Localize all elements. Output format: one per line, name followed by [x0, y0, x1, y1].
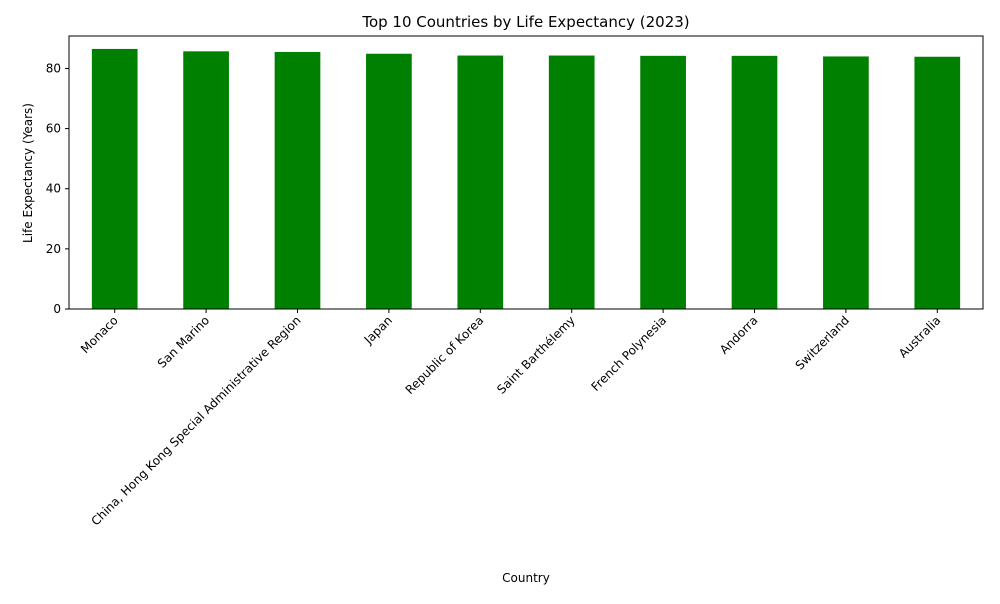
y-tick-label: 20 — [46, 242, 61, 256]
x-tick-label: French Polynesia — [588, 313, 669, 394]
bar-japan — [366, 53, 412, 309]
bar-saint-barth-lemy — [548, 55, 595, 309]
x-tick-label: Saint Barthélemy — [494, 313, 578, 397]
x-tick-label: China, Hong Kong Special Administrative … — [88, 313, 303, 528]
x-tick-label: Republic of Korea — [403, 313, 487, 397]
bar-australia — [914, 56, 961, 309]
bar-monaco — [91, 48, 138, 310]
bar-andorra — [731, 55, 778, 310]
bars-group — [91, 48, 961, 310]
bar-san-marino — [183, 51, 229, 309]
y-axis-label: Life Expectancy (Years) — [21, 103, 35, 243]
bar-switzerland — [823, 56, 869, 309]
bar-republic-of-korea — [457, 55, 504, 309]
bar-china-hong-kong-special-administrative-region — [274, 51, 321, 309]
x-tick-label: San Marino — [155, 313, 212, 370]
x-tick-label: Australia — [896, 313, 943, 360]
y-ticks-group: 0 20 40 60 80 — [46, 61, 69, 316]
x-tick-label: Switzerland — [793, 313, 852, 372]
y-tick-label: 40 — [46, 182, 61, 196]
bar-french-polynesia — [640, 55, 686, 310]
y-tick-label: 0 — [53, 302, 61, 316]
axes-group — [68, 35, 984, 310]
x-axis-label: Country — [502, 571, 550, 585]
y-tick-label: 60 — [46, 122, 61, 136]
plot-frame — [68, 35, 984, 310]
x-tick-label: Monaco — [78, 313, 121, 356]
x-tick-label: Andorra — [717, 313, 761, 357]
y-tick-label: 80 — [46, 61, 61, 75]
chart-title: Top 10 Countries by Life Expectancy (202… — [361, 13, 689, 31]
x-tick-label: Japan — [361, 313, 395, 347]
